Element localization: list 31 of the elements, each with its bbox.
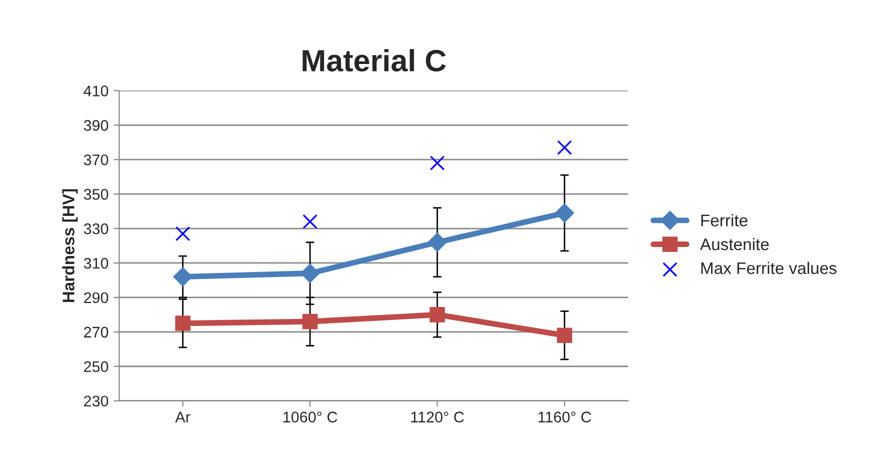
y-tick-label: 330: [84, 223, 108, 234]
point: [556, 328, 572, 343]
point: [302, 214, 318, 230]
x-tick-label: 1060° C: [284, 412, 338, 422]
point: [175, 316, 190, 331]
legend-label: Ferrite: [701, 214, 748, 226]
point: [554, 203, 574, 223]
y-tick-label: 410: [84, 86, 108, 96]
y-tick-label: 250: [84, 361, 108, 372]
y-tick-label: 310: [84, 258, 108, 269]
x-tick-label: 1160° C: [538, 412, 592, 422]
y-axis-title: Hardness [HV]: [62, 189, 78, 302]
y-tick-label: 230: [84, 396, 108, 407]
chart-title: Material C: [302, 49, 446, 72]
point: [175, 226, 190, 242]
point: [430, 156, 445, 170]
y-tick-label: 290: [84, 292, 108, 304]
point: [428, 232, 447, 252]
y-tick-label: 270: [84, 326, 108, 338]
y-tick-label: 370: [84, 154, 108, 166]
y-tick-label: 350: [84, 188, 108, 200]
point: [302, 314, 318, 330]
point: [557, 140, 572, 155]
x-tick-label: 1120° C: [411, 412, 464, 422]
point: [300, 264, 320, 283]
legend-label: Austenite: [700, 238, 769, 250]
point: [173, 267, 192, 286]
point: [430, 307, 445, 322]
legend-label: Max Ferrite values: [701, 262, 836, 274]
y-tick-label: 390: [84, 120, 108, 131]
x-tick-label: Ar: [175, 412, 190, 422]
